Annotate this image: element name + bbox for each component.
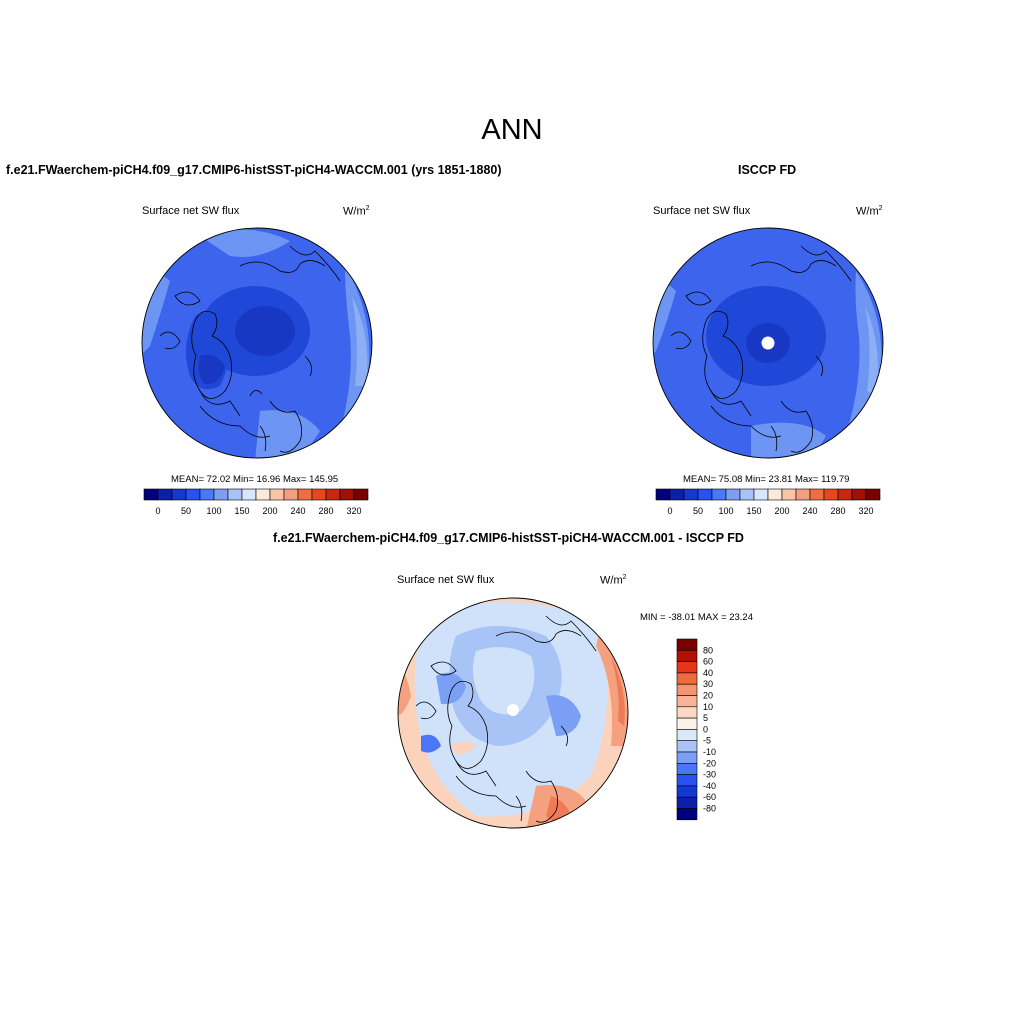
panel1-colorbar-tick: 320 xyxy=(346,506,361,516)
panel2-colorbar-box xyxy=(669,488,685,501)
panel2-colorbar-box xyxy=(753,488,769,501)
panel3-colorbar-box xyxy=(676,729,698,742)
panel1-colorbar-box xyxy=(199,488,215,501)
panel2-colorbar-box xyxy=(739,488,755,501)
panel3-colorbar-tick: 60 xyxy=(703,657,713,667)
panel2-colorbar-tick: 200 xyxy=(774,506,789,516)
panel1-colorbar-box xyxy=(227,488,243,501)
panel3-colorbar-tick: -20 xyxy=(703,758,716,768)
panel3-colorbar-box xyxy=(676,717,698,730)
panel3-colorbar-tick: 10 xyxy=(703,702,713,712)
panel3-colorbar-box xyxy=(676,683,698,696)
panel2-colorbar-box xyxy=(837,488,853,501)
panel1-colorbar-tick: 200 xyxy=(262,506,277,516)
panel3-units-label: W/m2 xyxy=(600,574,627,587)
panel2-colorbar-tick: 150 xyxy=(746,506,761,516)
panel3-colorbar-tick: 80 xyxy=(703,645,713,655)
panel3-colorbar-box xyxy=(676,751,698,764)
panel3-colorbar-tick: 40 xyxy=(703,668,713,678)
panel3-colorbar-tick: -80 xyxy=(703,804,716,814)
panel1-colorbar-tick: 0 xyxy=(155,506,160,516)
panel1-colorbar-box xyxy=(213,488,229,501)
panel3-colorbar-box xyxy=(676,661,698,674)
panel2-map xyxy=(652,227,884,459)
panel1-colorbar-box xyxy=(311,488,327,501)
panel2-colorbar-tick: 280 xyxy=(830,506,845,516)
panel3-variable-label: Surface net SW flux xyxy=(397,574,495,586)
panel3-colorbar-box xyxy=(676,796,698,809)
panel1-map xyxy=(141,227,373,459)
panel2-colorbar-box xyxy=(683,488,699,501)
panel3-colorbar-tick: 0 xyxy=(703,724,708,734)
panel2-variable-label: Surface net SW flux xyxy=(653,205,751,217)
panel2-colorbar-tick: 100 xyxy=(718,506,733,516)
panel1-colorbar-box xyxy=(325,488,341,501)
panel1-colorbar-tick: 150 xyxy=(234,506,249,516)
panel3-colorbar-box xyxy=(676,740,698,753)
panel3-map xyxy=(397,597,629,829)
panel2-colorbar-box xyxy=(851,488,867,501)
panel1-colorbar-box xyxy=(171,488,187,501)
panel3-colorbar-box xyxy=(676,672,698,685)
panel1-colorbar-tick: 100 xyxy=(206,506,221,516)
panel2-colorbar-tick: 240 xyxy=(802,506,817,516)
panel3-colorbar-box xyxy=(676,808,698,821)
panel1-colorbar-box xyxy=(241,488,257,501)
panel1-colorbar-box xyxy=(185,488,201,501)
panel3-colorbar-box xyxy=(676,785,698,798)
panel2-title: ISCCP FD xyxy=(738,163,797,177)
panel2-colorbar-box xyxy=(725,488,741,501)
panel3-colorbar-box xyxy=(676,774,698,787)
panel3-colorbar-box xyxy=(676,706,698,719)
panel2-colorbar-box xyxy=(809,488,825,501)
panel3-colorbar-tick: -40 xyxy=(703,781,716,791)
panel3-colorbar-tick: 30 xyxy=(703,679,713,689)
panel3-colorbar-tick: -5 xyxy=(703,736,711,746)
panel1-title: f.e21.FWaerchem-piCH4.f09_g17.CMIP6-hist… xyxy=(6,163,502,177)
panel2-colorbar-tick: 0 xyxy=(667,506,672,516)
panel3-stats: MIN = -38.01 MAX = 23.24 xyxy=(640,612,754,623)
figure-title: ANN xyxy=(481,114,543,146)
panel2-colorbar-box xyxy=(697,488,713,501)
panel1-variable-label: Surface net SW flux xyxy=(142,205,240,217)
panel2-colorbar-box xyxy=(767,488,783,501)
panel2-colorbar-tick: 320 xyxy=(858,506,873,516)
panel3-colorbar-box xyxy=(676,638,698,651)
panel2-colorbar-tick: 50 xyxy=(693,506,703,516)
panel3-colorbar-box xyxy=(676,695,698,708)
panel3-colorbar-box xyxy=(676,650,698,662)
panel1-colorbar-box xyxy=(269,488,285,501)
panel1-colorbar-tick: 50 xyxy=(181,506,191,516)
panel1-units-label: W/m2 xyxy=(343,205,370,218)
panel2-colorbar-box xyxy=(823,488,839,501)
panel3-colorbar-tick: -60 xyxy=(703,792,716,802)
panel1-colorbar: 0 50 100 150 200 240 280 320 xyxy=(143,488,369,516)
panel1-colorbar-box xyxy=(297,488,313,501)
panel3-colorbar-tick: 5 xyxy=(703,713,708,723)
panel3-title: f.e21.FWaerchem-piCH4.f09_g17.CMIP6-hist… xyxy=(273,531,744,545)
panel3-colorbar-tick: 20 xyxy=(703,691,713,701)
panel2-units-label: W/m2 xyxy=(856,205,883,218)
panel2-colorbar-box xyxy=(711,488,727,501)
panel1-colorbar-tick: 240 xyxy=(290,506,305,516)
panel3-colorbar-tick: -30 xyxy=(703,770,716,780)
panel2-colorbar-box xyxy=(781,488,797,501)
panel1-colorbar-box xyxy=(353,488,369,501)
panel1-colorbar-tick: 280 xyxy=(318,506,333,516)
panel3-colorbar-tick: -10 xyxy=(703,747,716,757)
panel1-colorbar-box xyxy=(339,488,355,501)
panel3-colorbar-box xyxy=(676,763,698,775)
panel2-colorbar-box xyxy=(795,488,811,501)
panel1-colorbar-box xyxy=(143,488,159,501)
panel1-colorbar-box xyxy=(283,488,299,501)
panel1-colorbar-box xyxy=(255,488,271,501)
panel1-colorbar-box xyxy=(157,488,173,501)
panel1-stats: MEAN= 72.02 Min= 16.96 Max= 145.95 xyxy=(171,474,339,485)
panel2-colorbar-box xyxy=(865,488,881,501)
panel2-colorbar-box xyxy=(655,488,671,501)
panel2-stats: MEAN= 75.08 Min= 23.81 Max= 119.79 xyxy=(683,474,850,485)
panel2-colorbar: 0 50 100 150 200 240 280 320 xyxy=(655,488,881,516)
